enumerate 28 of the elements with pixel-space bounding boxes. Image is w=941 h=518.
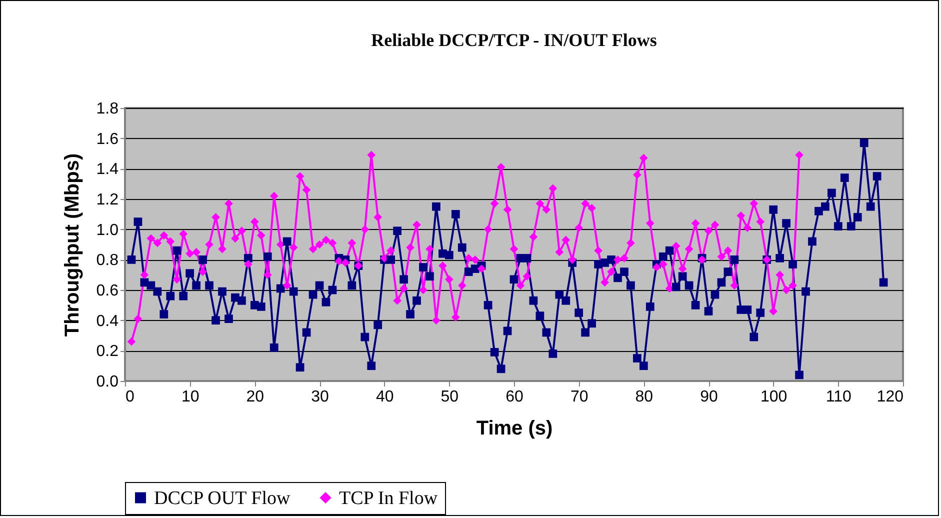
x-axis-title: Time (s) — [476, 418, 553, 440]
x-tick-label: 70 — [570, 388, 588, 406]
y-tick-label: 0.4 — [96, 312, 119, 330]
x-tick-label: 40 — [376, 388, 394, 406]
x-tick-label: 120 — [876, 388, 904, 406]
legend-label: TCP In Flow — [339, 488, 438, 509]
y-axis-title: Throughput (Mbps) — [61, 153, 84, 337]
y-tick-label: 1.6 — [96, 130, 119, 148]
x-tick-label: 10 — [181, 388, 200, 406]
chart-title: Reliable DCCP/TCP - IN/OUT Flows — [371, 30, 657, 50]
x-tick-label: 20 — [246, 388, 264, 406]
x-tick-label: 100 — [760, 388, 788, 406]
legend-label: DCCP OUT Flow — [154, 488, 290, 509]
x-tick-label: 90 — [700, 388, 718, 406]
y-tick-label: 1.0 — [96, 222, 119, 239]
x-tick-label: 0 — [126, 388, 134, 406]
y-tick-label: 1.4 — [96, 161, 119, 178]
x-tick-label: 60 — [506, 388, 524, 406]
x-tick-label: 110 — [826, 388, 852, 406]
x-tick-label: 80 — [635, 388, 654, 406]
y-tick-label: 1.2 — [96, 192, 119, 208]
y-tick-label: 0.0 — [96, 374, 119, 390]
y-tick-label: 0.2 — [96, 343, 119, 360]
x-tick-label: 50 — [440, 388, 459, 406]
y-tick-label: 0.6 — [96, 282, 119, 300]
x-tick-label: 30 — [311, 388, 329, 406]
y-tick-label: 0.8 — [96, 252, 119, 270]
y-tick-label: 1.8 — [96, 100, 119, 118]
